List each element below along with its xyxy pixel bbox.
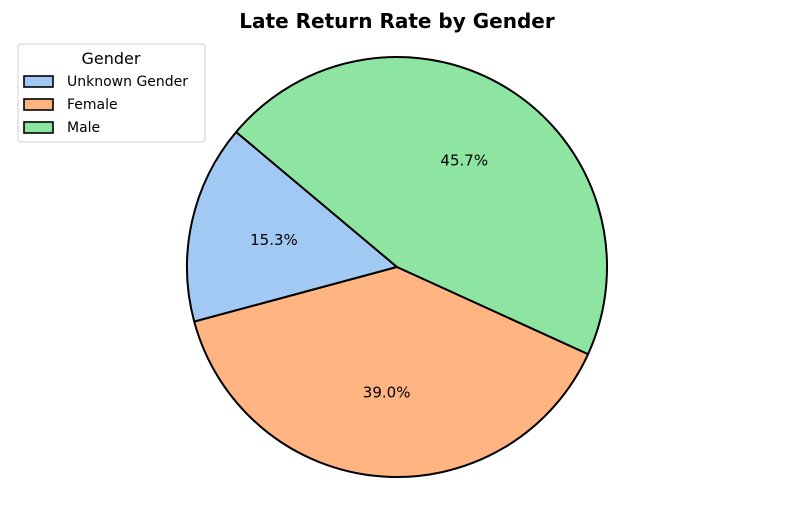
pie-slice-female xyxy=(193,266,590,478)
legend-label-unknown-gender: Unknown Gender xyxy=(67,74,188,90)
legend-swatch-unknown-gender xyxy=(23,75,54,88)
legend-frame xyxy=(17,43,206,143)
pie-slice-male xyxy=(235,56,608,356)
legend-swatch-female xyxy=(23,98,54,111)
legend-label-female: Female xyxy=(67,97,118,113)
legend-title: Gender xyxy=(82,49,141,68)
legend-label-male: Male xyxy=(67,120,100,136)
slice-label-unknown-gender: 15.3% xyxy=(250,231,298,249)
legend-items: Unknown Gender Female Male xyxy=(23,74,188,136)
pie-slices xyxy=(186,56,608,478)
pie-slice-labels: 15.3% 39.0% 45.7% xyxy=(250,151,488,401)
slice-label-female: 39.0% xyxy=(363,384,411,402)
legend: Gender Unknown Gender Female Male xyxy=(17,43,206,143)
slice-label-male: 45.7% xyxy=(440,151,488,169)
pie-slice-unknown-gender xyxy=(186,131,398,323)
chart-title: Late Return Rate by Gender xyxy=(239,9,555,33)
legend-swatch-male xyxy=(23,121,54,134)
